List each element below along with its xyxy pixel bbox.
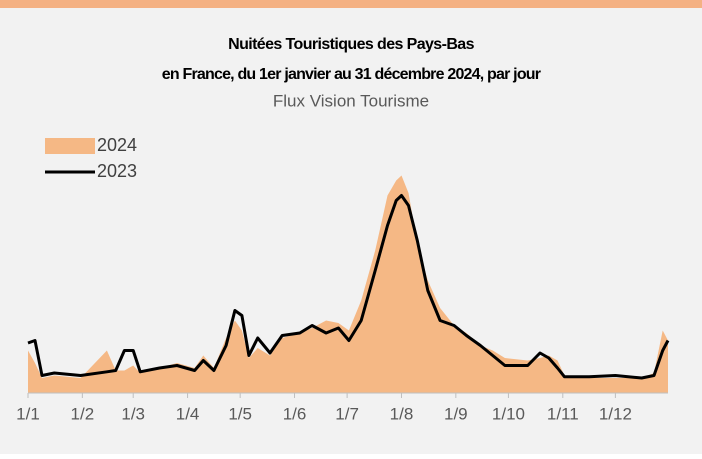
x-tick-label: 1/8: [390, 404, 414, 423]
legend-label: 2023: [97, 161, 137, 181]
legend-label: 2024: [97, 135, 137, 155]
chart-subtitle: en France, du 1er janvier au 31 décembre…: [162, 66, 541, 83]
area: [28, 175, 668, 393]
x-tick-label: 1/10: [492, 404, 525, 423]
chart-source: Flux Vision Tourisme: [273, 91, 429, 110]
legend-swatch: [45, 138, 95, 154]
x-tick-label: 1/4: [176, 404, 200, 423]
chart-title: Nuitées Touristiques des Pays-Bas: [228, 36, 474, 53]
x-tick-label: 1/7: [335, 404, 359, 423]
x-tick-label: 1/11: [547, 404, 579, 423]
x-tick-label: 1/9: [444, 404, 468, 423]
x-tick-label: 1/1: [16, 404, 40, 423]
line: [27, 194, 670, 380]
x-tick-label: 1/6: [283, 404, 307, 423]
x-tick-label: 1/12: [599, 404, 632, 423]
x-tick-label: 1/2: [71, 404, 95, 423]
top-band: [0, 0, 702, 8]
x-tick-label: 1/3: [121, 404, 145, 423]
x-tick-label: 1/5: [228, 404, 252, 423]
